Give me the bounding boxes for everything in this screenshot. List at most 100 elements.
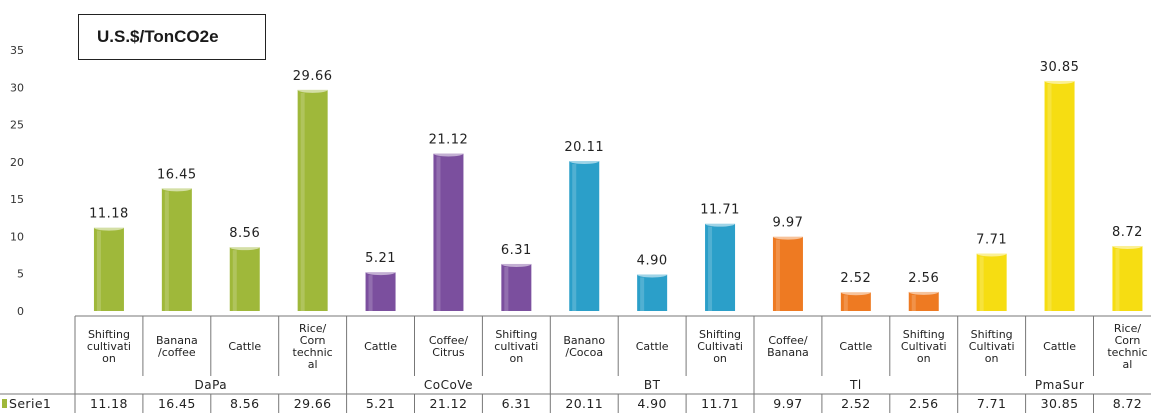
bar	[908, 291, 939, 311]
bar-highlight	[708, 226, 713, 311]
bar-highlight	[979, 256, 984, 311]
category-label: Cattle	[839, 340, 872, 353]
group-label: Tl	[849, 378, 862, 392]
y-tick-label: 20	[10, 156, 24, 169]
bar-highlight	[640, 277, 645, 311]
category-label: Cattle	[1043, 340, 1076, 353]
data-label: 30.85	[1040, 60, 1080, 75]
bar-top-cap	[637, 271, 668, 278]
data-label: 11.71	[700, 203, 740, 218]
group-label: DaPa	[194, 378, 227, 392]
category-label: Banana/coffee	[156, 334, 198, 359]
bar	[433, 153, 464, 311]
category-label: Rice/Corn technic al	[1107, 322, 1147, 371]
bar-top-cap	[297, 86, 328, 93]
bar	[772, 236, 803, 311]
bar-highlight	[1047, 83, 1052, 311]
bar-top-cap	[1044, 77, 1075, 84]
unit-label-box: U.S.$/TonCO2e	[78, 14, 266, 60]
y-tick-label: 10	[10, 230, 24, 243]
category-label: Shifting cultivati on	[494, 328, 538, 365]
bar-top-cap	[93, 224, 124, 231]
table-value: 21.12	[430, 396, 468, 411]
data-label: 5.21	[365, 251, 396, 266]
bar-highlight	[436, 156, 441, 311]
table-value: 29.66	[294, 396, 332, 411]
bar-highlight	[843, 295, 848, 311]
table-value: 16.45	[158, 396, 196, 411]
bar	[229, 247, 260, 311]
bar-highlight	[1115, 248, 1120, 311]
category-label: Shifting cultivati on	[87, 328, 131, 365]
bar-top-cap	[705, 220, 736, 227]
y-tick-label: 25	[10, 119, 24, 132]
bar-top-cap	[229, 244, 260, 251]
data-label: 8.72	[1112, 225, 1143, 240]
bar-highlight	[300, 92, 305, 312]
table-value: 2.56	[909, 396, 938, 411]
bar-highlight	[911, 294, 916, 311]
category-label: Shifting Cultivati on	[969, 328, 1015, 365]
bar	[976, 253, 1007, 311]
data-label: 16.45	[157, 167, 197, 182]
category-label: Cattle	[228, 340, 261, 353]
table-value: 20.11	[565, 396, 603, 411]
bar	[501, 263, 532, 311]
table-value: 8.72	[1113, 396, 1142, 411]
legend-swatch	[2, 399, 7, 408]
bar-top-cap	[908, 288, 939, 295]
y-tick-label: 35	[10, 44, 24, 57]
table-value: 9.97	[773, 396, 802, 411]
bar	[1044, 80, 1075, 311]
data-label: 8.56	[229, 226, 260, 241]
bar-top-cap	[1112, 242, 1143, 249]
series-name: Serie1	[9, 396, 51, 411]
bar	[569, 161, 600, 311]
bar	[161, 188, 192, 311]
table-value: 6.31	[502, 396, 531, 411]
bar-highlight	[504, 266, 509, 311]
table-value: 5.21	[366, 396, 395, 411]
y-tick-label: 15	[10, 193, 24, 206]
category-label: Coffee/Citrus	[429, 334, 469, 359]
data-label: 2.52	[840, 271, 871, 286]
table-value: 7.71	[977, 396, 1006, 411]
bar	[93, 227, 124, 311]
data-label: 29.66	[293, 69, 333, 84]
bar	[705, 223, 736, 311]
data-label: 21.12	[429, 133, 469, 148]
category-label: Banano/Cocoa	[563, 334, 605, 359]
category-label: Shifting Cultivati on	[697, 328, 743, 365]
data-label: 7.71	[976, 233, 1007, 248]
category-label: Cattle	[364, 340, 397, 353]
bar-top-cap	[161, 185, 192, 192]
table-value: 2.52	[841, 396, 870, 411]
data-label: 2.56	[908, 271, 939, 286]
category-label: Shifting Cultivati on	[901, 328, 947, 365]
bar-top-cap	[433, 150, 464, 157]
bar-highlight	[232, 250, 237, 311]
data-label: 9.97	[772, 216, 803, 231]
bar	[1112, 245, 1143, 311]
bar	[297, 89, 328, 312]
group-label: CoCoVe	[424, 378, 473, 392]
bar-top-cap	[501, 260, 532, 267]
category-label: Cattle	[636, 340, 669, 353]
table-value: 8.56	[230, 396, 259, 411]
y-tick-label: 30	[10, 81, 24, 94]
data-label: 4.90	[637, 253, 668, 268]
unit-label: U.S.$/TonCO2e	[97, 27, 219, 46]
table-value: 11.18	[90, 396, 128, 411]
data-label: 6.31	[501, 243, 532, 258]
bar-highlight	[368, 275, 373, 311]
bar	[637, 274, 668, 311]
table-value: 30.85	[1041, 396, 1079, 411]
bar-top-cap	[772, 233, 803, 240]
y-tick-label: 0	[17, 305, 24, 318]
table-value: 11.71	[701, 396, 739, 411]
bar-highlight	[572, 164, 577, 311]
table-value: 4.90	[637, 396, 666, 411]
bar-highlight	[775, 239, 780, 311]
bar-top-cap	[569, 158, 600, 165]
